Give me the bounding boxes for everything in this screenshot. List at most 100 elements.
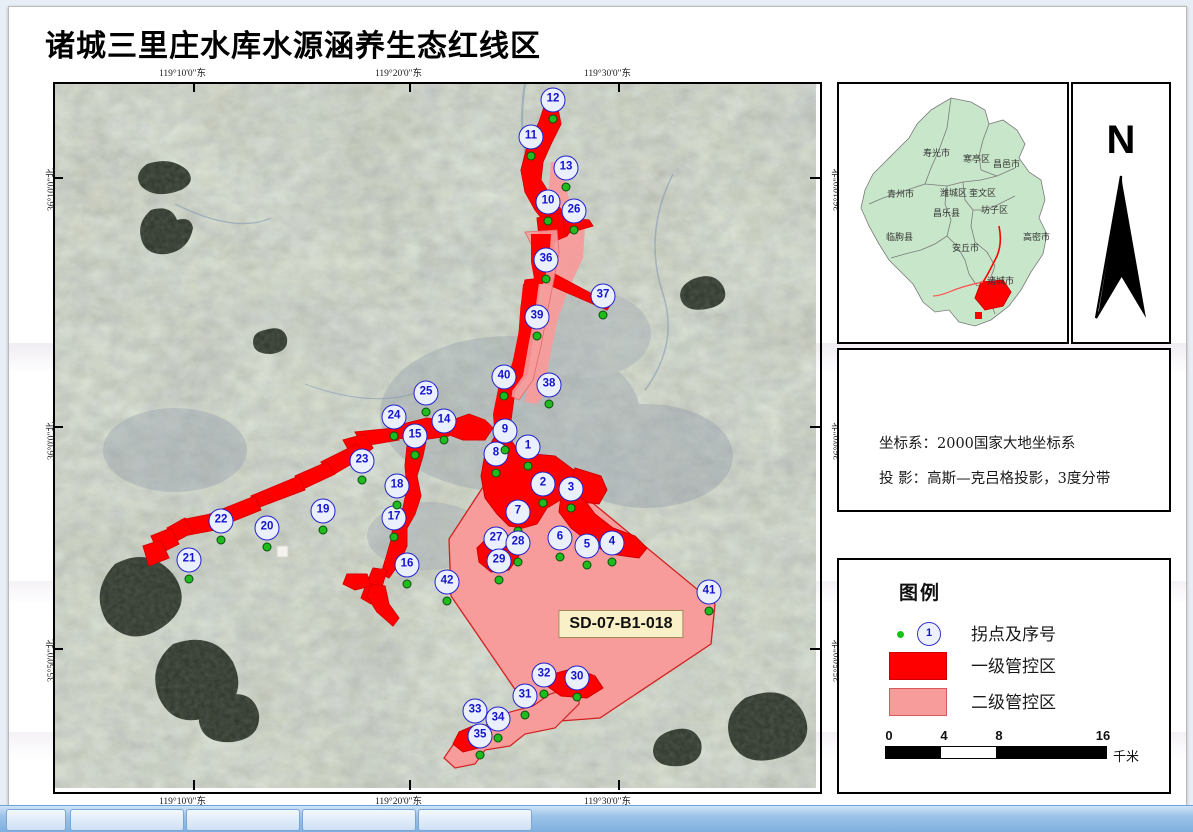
turning-point-dot[interactable] — [569, 225, 579, 235]
turning-point-dot[interactable] — [491, 468, 501, 478]
turning-point-number[interactable]: 11 — [518, 124, 544, 150]
turning-point-number[interactable]: 20 — [254, 515, 280, 541]
windows-taskbar[interactable] — [0, 805, 1193, 832]
turning-point-dot[interactable] — [607, 557, 617, 567]
turning-point-dot[interactable] — [538, 498, 548, 508]
turning-point-dot[interactable] — [421, 407, 431, 417]
turning-point-number[interactable]: 4 — [599, 530, 625, 556]
inset-district-label: 诸城市 — [987, 275, 1014, 287]
turning-point-number[interactable]: 41 — [696, 579, 722, 605]
locator-inset-panel[interactable]: 寿光市 寒亭区 昌邑市 青州市 潍城区 奎文区 坊子区 昌乐县 临朐县 安丘市 高密市 诸城市 — [837, 82, 1069, 344]
turning-point-dot[interactable] — [520, 710, 530, 720]
turning-point-number[interactable]: 36 — [533, 247, 559, 273]
longitude-label-bottom: 119°10'0"东 — [159, 797, 207, 807]
taskbar-button[interactable] — [186, 809, 300, 831]
taskbar-button[interactable] — [302, 809, 416, 831]
inset-district-label: 临朐县 — [886, 231, 913, 243]
turning-point-number[interactable]: 33 — [462, 698, 488, 724]
turning-point-number[interactable]: 38 — [536, 372, 562, 398]
turning-point-number[interactable]: 15 — [402, 423, 428, 449]
taskbar-button[interactable] — [70, 809, 184, 831]
graticule-tick — [193, 82, 195, 92]
turning-point-number[interactable]: 29 — [486, 548, 512, 574]
turning-point-number[interactable]: 37 — [590, 283, 616, 309]
turning-point-number[interactable]: 5 — [574, 533, 600, 559]
turning-point-dot[interactable] — [392, 500, 402, 510]
turning-point-dot[interactable] — [548, 114, 558, 124]
turning-point-dot[interactable] — [494, 575, 504, 585]
turning-point-number[interactable]: 24 — [381, 404, 407, 430]
turning-point-dot[interactable] — [704, 606, 714, 616]
turning-point-number[interactable]: 1 — [515, 434, 541, 460]
turning-point-dot[interactable] — [526, 151, 536, 161]
turning-point-number[interactable]: 22 — [208, 508, 234, 534]
turning-point-number[interactable]: 9 — [492, 418, 518, 444]
turning-point-dot[interactable] — [555, 552, 565, 562]
turning-point-layer[interactable]: 1 2 3 4 5 6 7 8 9 10 11 12 13 14 15 16 17 18 19 20 21 22 23 24 2… — [55, 84, 816, 788]
turning-point-number[interactable]: 13 — [553, 155, 579, 181]
inset-district-label: 青州市 — [887, 188, 914, 200]
map-page-sheet: 诸城三里庄水库水源涵养生态红线区 — [8, 6, 1187, 808]
turning-point-number[interactable]: 31 — [512, 683, 538, 709]
turning-point-number[interactable]: 28 — [505, 530, 531, 556]
turning-point-dot[interactable] — [475, 750, 485, 760]
turning-point-dot[interactable] — [410, 450, 420, 460]
taskbar-button[interactable] — [418, 809, 532, 831]
turning-point-dot[interactable] — [216, 535, 226, 545]
turning-point-dot[interactable] — [389, 532, 399, 542]
turning-point-dot[interactable] — [493, 733, 503, 743]
turning-point-number[interactable]: 42 — [434, 569, 460, 595]
turning-point-number[interactable]: 32 — [531, 662, 557, 688]
turning-point-dot[interactable] — [513, 557, 523, 567]
turning-point-dot[interactable] — [572, 692, 582, 702]
turning-point-dot[interactable] — [541, 274, 551, 284]
turning-point-dot[interactable] — [598, 310, 608, 320]
turning-point-number[interactable]: 16 — [394, 552, 420, 578]
turning-point-dot[interactable] — [500, 445, 510, 455]
turning-point-dot[interactable] — [499, 391, 509, 401]
turning-point-number[interactable]: 26 — [561, 198, 587, 224]
turning-point-dot[interactable] — [523, 461, 533, 471]
turning-point-number[interactable]: 40 — [491, 364, 517, 390]
graticule-tick — [810, 648, 820, 650]
turning-point-number[interactable]: 6 — [547, 525, 573, 551]
turning-point-number[interactable]: 30 — [564, 665, 590, 691]
turning-point-dot[interactable] — [318, 525, 328, 535]
turning-point-dot[interactable] — [539, 689, 549, 699]
turning-point-number[interactable]: 18 — [384, 473, 410, 499]
main-map-frame[interactable]: 1 2 3 4 5 6 7 8 9 10 11 12 13 14 15 16 17 18 19 20 21 22 23 24 2… — [53, 82, 822, 794]
longitude-label-top: 119°10'0"东 — [159, 69, 207, 79]
inset-district-label: 坊子区 — [981, 204, 1008, 216]
turning-point-dot[interactable] — [262, 542, 272, 552]
turning-point-number[interactable]: 35 — [467, 723, 493, 749]
turning-point-dot[interactable] — [439, 435, 449, 445]
taskbar-button[interactable] — [6, 809, 66, 831]
turning-point-number[interactable]: 19 — [310, 498, 336, 524]
turning-point-dot[interactable] — [561, 182, 571, 192]
turning-point-number[interactable]: 10 — [535, 189, 561, 215]
turning-point-number[interactable]: 17 — [381, 505, 407, 531]
turning-point-dot[interactable] — [544, 399, 554, 409]
turning-point-dot[interactable] — [402, 579, 412, 589]
legend-label-turning-point: 拐点及序号 — [971, 625, 1056, 645]
turning-point-number[interactable]: 39 — [524, 304, 550, 330]
turning-point-number[interactable]: 7 — [505, 499, 531, 525]
turning-point-dot[interactable] — [442, 596, 452, 606]
turning-point-number[interactable]: 12 — [540, 87, 566, 113]
turning-point-dot[interactable] — [389, 431, 399, 441]
turning-point-number[interactable]: 2 — [530, 471, 556, 497]
turning-point-dot[interactable] — [532, 331, 542, 341]
turning-point-number[interactable]: 3 — [558, 476, 584, 502]
latitude-label-left: 35°50'0"北 — [47, 639, 57, 682]
turning-point-number[interactable]: 25 — [413, 380, 439, 406]
turning-point-number[interactable]: 23 — [349, 448, 375, 474]
turning-point-dot[interactable] — [543, 216, 553, 226]
turning-point-dot[interactable] — [184, 574, 194, 584]
turning-point-dot[interactable] — [566, 503, 576, 513]
turning-point-dot[interactable] — [357, 475, 367, 485]
inset-district-label: 高密市 — [1023, 231, 1050, 243]
turning-point-number[interactable]: 14 — [431, 408, 457, 434]
turning-point-dot[interactable] — [582, 560, 592, 570]
turning-point-number[interactable]: 21 — [176, 547, 202, 573]
